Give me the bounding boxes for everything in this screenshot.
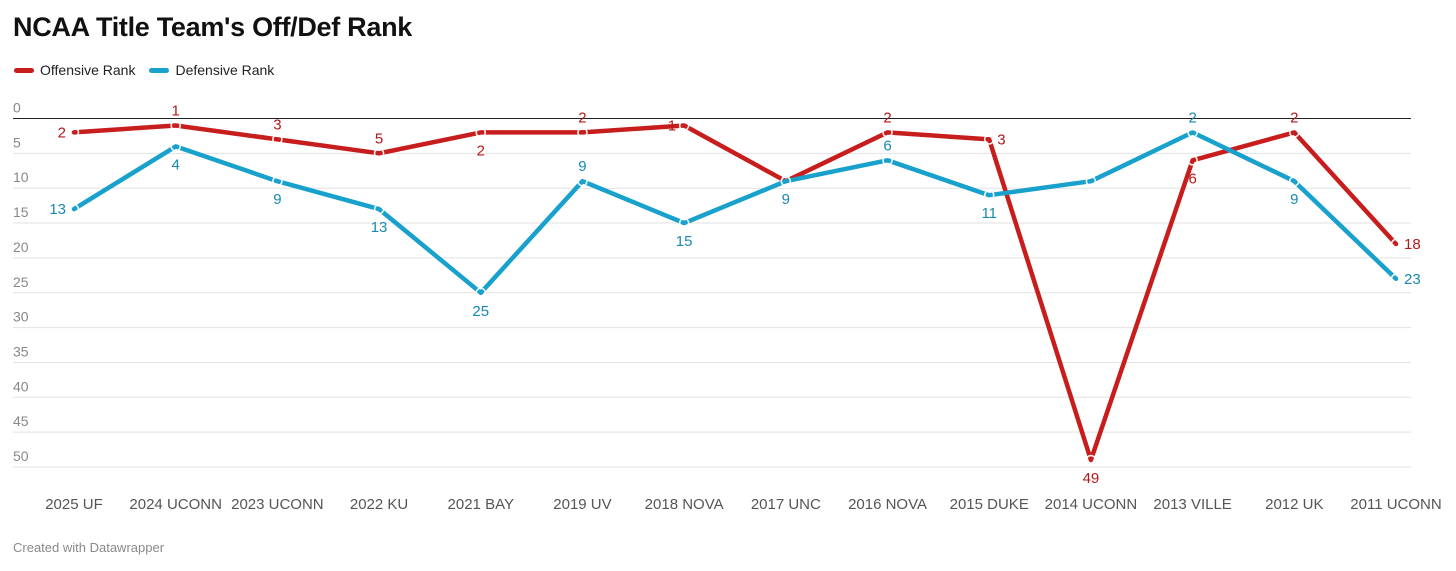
y-tick-label-20: 20 xyxy=(13,239,29,255)
offense-label-2: 3 xyxy=(273,116,281,133)
legend-item-defense: Defensive Rank xyxy=(149,62,274,78)
x-tick-label-2021-bay: 2021 BAY xyxy=(448,496,514,513)
defense-label-1: 4 xyxy=(172,156,180,173)
offense-label-13: 18 xyxy=(1404,236,1421,253)
offense-line xyxy=(71,123,1399,463)
offense-point-13 xyxy=(1390,238,1402,250)
offense-label-10: 49 xyxy=(1083,470,1100,487)
offense-point-1 xyxy=(170,120,181,131)
offense-label-6: 1 xyxy=(668,117,676,134)
offense-point-0 xyxy=(68,127,80,138)
y-tick-label-40: 40 xyxy=(13,378,29,394)
defense-point-2 xyxy=(272,175,283,187)
defense-label-7: 9 xyxy=(782,191,790,208)
legend-label-defense: Defensive Rank xyxy=(175,62,275,78)
legend: Offensive Rank Defensive Rank xyxy=(14,62,274,78)
y-tick-label-10: 10 xyxy=(13,169,29,185)
x-tick-label-2024-uconn: 2024 UCONN xyxy=(129,496,222,513)
x-tick-label-2017-unc: 2017 UNC xyxy=(751,496,821,513)
x-tick-label-2012-uk: 2012 UK xyxy=(1265,496,1323,513)
x-tick-label-2014-uconn: 2014 UCONN xyxy=(1045,496,1138,513)
y-tick-label-50: 50 xyxy=(13,448,29,464)
defense-point-4 xyxy=(475,287,487,299)
offense-point-2 xyxy=(272,134,283,145)
offense-point-11 xyxy=(1187,155,1198,166)
x-tick-label-2022-ku: 2022 KU xyxy=(350,496,408,513)
defense-label-9: 11 xyxy=(981,205,997,222)
offense-point-5 xyxy=(577,127,588,138)
offense-point-8 xyxy=(882,127,893,138)
x-tick-label-2023-uconn: 2023 UCONN xyxy=(231,496,324,513)
offense-label-9: 3 xyxy=(997,131,1005,148)
y-tick-label-35: 35 xyxy=(13,343,29,359)
defense-point-11 xyxy=(1187,127,1198,138)
defense-point-12 xyxy=(1289,175,1300,187)
defense-label-3: 13 xyxy=(371,219,388,236)
defense-point-13 xyxy=(1390,273,1402,285)
defense-point-9 xyxy=(983,189,995,201)
x-tick-label-2018-nova: 2018 NOVA xyxy=(645,496,724,513)
defense-point-6 xyxy=(678,217,690,229)
x-tick-label-2011-uconn: 2011 UCONN xyxy=(1350,496,1441,513)
y-tick-label-15: 15 xyxy=(13,204,29,220)
defense-label-0: 13 xyxy=(49,201,66,218)
offense-point-12 xyxy=(1289,127,1300,138)
defense-label-12: 9 xyxy=(1290,191,1298,208)
legend-item-offense: Offensive Rank xyxy=(14,62,135,78)
y-tick-label-45: 45 xyxy=(13,413,29,429)
offense-point-6 xyxy=(678,120,690,131)
y-tick-label-0: 0 xyxy=(13,100,21,116)
y-tick-label-30: 30 xyxy=(13,309,29,325)
offense-point-10 xyxy=(1085,454,1097,466)
defense-point-0 xyxy=(68,203,80,215)
legend-swatch-defense xyxy=(149,67,170,73)
chart-title: NCAA Title Team's Off/Def Rank xyxy=(13,12,412,42)
offense-point-4 xyxy=(475,127,487,138)
offense-point-9 xyxy=(983,134,995,145)
y-tick-label-25: 25 xyxy=(13,274,29,290)
offense-label-11: 6 xyxy=(1188,170,1196,187)
defense-label-6: 15 xyxy=(676,233,693,250)
defense-label-8: 6 xyxy=(883,137,891,154)
legend-swatch-offense xyxy=(14,67,34,73)
offense-label-12: 2 xyxy=(1290,109,1298,126)
legend-label-offense: Offensive Rank xyxy=(40,62,136,78)
defense-point-5 xyxy=(577,175,588,187)
defense-label-2: 9 xyxy=(273,191,281,208)
defense-point-3 xyxy=(373,203,385,215)
defense-label-11: 2 xyxy=(1188,109,1196,126)
offense-label-1: 1 xyxy=(172,102,180,119)
defense-point-10 xyxy=(1085,175,1097,187)
defense-point-1 xyxy=(170,141,181,152)
offense-label-4: 2 xyxy=(477,142,485,159)
defense-point-8 xyxy=(882,155,893,166)
defense-line xyxy=(71,130,1399,296)
defense-label-4: 25 xyxy=(472,303,489,320)
credit-text: Created with Datawrapper xyxy=(13,540,165,555)
x-tick-label-2015-duke: 2015 DUKE xyxy=(950,496,1029,513)
defense-label-13: 23 xyxy=(1404,271,1421,288)
offense-label-0: 2 xyxy=(58,124,66,141)
defense-point-7 xyxy=(780,175,792,187)
offense-label-8: 2 xyxy=(883,109,891,126)
x-tick-label-2019-uv: 2019 UV xyxy=(553,496,611,513)
x-tick-label-2013-ville: 2013 VILLE xyxy=(1153,496,1231,513)
x-tick-label-2025-uf: 2025 UF xyxy=(45,496,103,513)
offense-label-3: 5 xyxy=(375,130,383,147)
offense-label-5: 2 xyxy=(578,109,586,126)
y-tick-label-5: 5 xyxy=(13,134,21,150)
defense-label-5: 9 xyxy=(578,158,586,175)
x-tick-label-2016-nova: 2016 NOVA xyxy=(848,496,927,513)
offense-point-3 xyxy=(373,148,385,159)
